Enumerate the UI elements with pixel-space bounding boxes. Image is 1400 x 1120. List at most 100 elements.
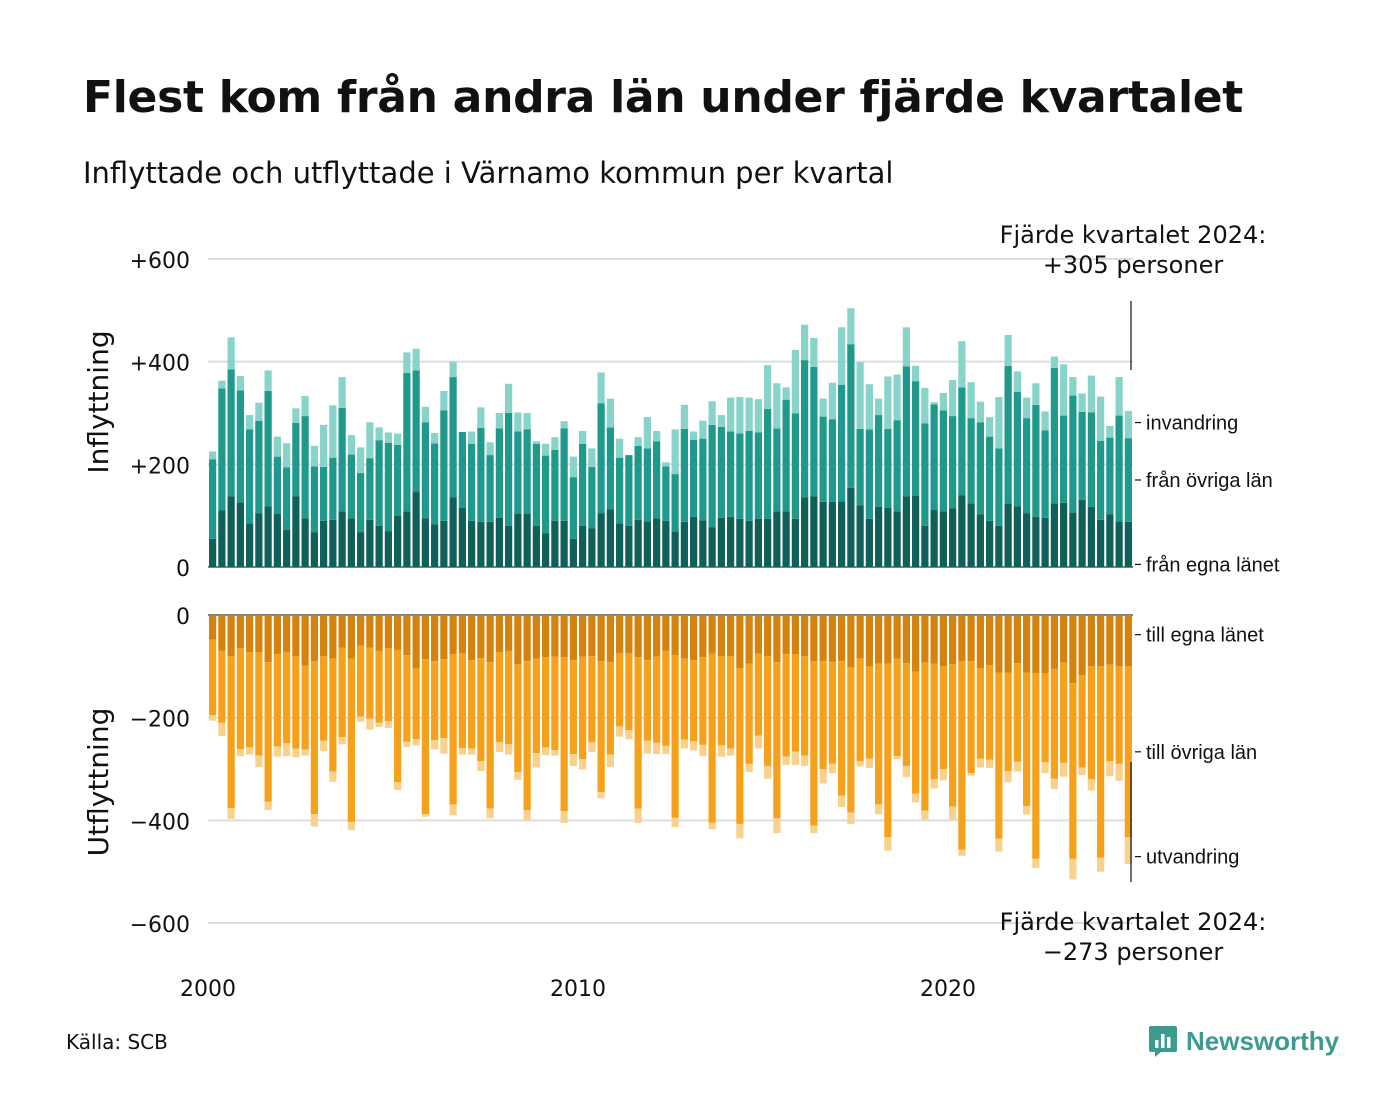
inflow-bar-segment xyxy=(227,369,235,497)
outflow-bar-segment xyxy=(662,745,670,755)
bar-chart-speech-bubble-icon xyxy=(1149,1026,1177,1057)
outflow-bar-segment xyxy=(264,615,272,663)
inflow-bar-segment xyxy=(421,406,429,423)
inflow-bar-segment xyxy=(366,519,374,567)
outflow-bar-segment xyxy=(449,654,457,805)
outflow-bar-segment xyxy=(431,615,439,662)
outflow-bar-segment xyxy=(421,659,429,815)
inflow-bar-segment xyxy=(847,487,855,567)
outflow-bar-segment xyxy=(1032,615,1040,674)
outflow-bar-segment xyxy=(754,615,762,654)
inflow-bar-segment xyxy=(431,524,439,567)
outflow-bar-segment xyxy=(764,615,772,657)
outflow-bar-segment xyxy=(1041,673,1049,763)
outflow-bar-segment xyxy=(939,666,947,769)
inflow-bar-segment xyxy=(440,390,448,411)
inflow-bar-segment xyxy=(1115,377,1123,416)
outflow-bar-segment xyxy=(1013,761,1021,772)
inflow-bar-segment xyxy=(1060,502,1068,567)
source-note: Källa: SCB xyxy=(66,1030,168,1054)
inflow-bar-segment xyxy=(209,459,217,539)
inflow-bar-segment xyxy=(745,397,753,431)
grid-layer xyxy=(208,258,1133,924)
inflow-bar-segment xyxy=(532,441,540,444)
outflow-bar-segment xyxy=(292,748,300,758)
outflow-bar-segment xyxy=(264,801,272,811)
inflow-bar-segment xyxy=(967,418,975,504)
outflow-bar-segment xyxy=(1041,615,1049,674)
inflow-bar-segment xyxy=(847,344,855,488)
outflow-bar-segment xyxy=(736,615,744,669)
inflow-bar-segment xyxy=(597,513,605,567)
outflow-bar-segment xyxy=(671,655,679,818)
outflow-bar-segment xyxy=(662,615,670,651)
outflow-bar-segment xyxy=(902,615,910,664)
inflow-bar-segment xyxy=(616,438,624,458)
outflow-bar-segment xyxy=(634,615,642,658)
outflow-bar-segment xyxy=(616,615,624,653)
outflow-bar-segment xyxy=(412,668,420,740)
outflow-bar-segment xyxy=(884,837,892,851)
inflow-bar-segment xyxy=(606,398,614,428)
inflow-bar-segment xyxy=(505,525,513,567)
outflow-bar-segment xyxy=(995,838,1003,852)
inflow-bar-segment xyxy=(273,436,281,457)
outflow-bar-segment xyxy=(782,756,790,765)
outflow-bar-segment xyxy=(366,718,374,730)
inflow-bar-segment xyxy=(320,520,328,567)
outflow-bar-segment xyxy=(227,615,235,657)
inflow-bar-segment xyxy=(625,455,633,526)
inflow-bar-segment xyxy=(532,525,540,567)
outflow-bar-segment xyxy=(394,615,402,650)
inflow-bar-segment xyxy=(995,448,1003,526)
inflow-bar-segment xyxy=(773,511,781,567)
inflow-bar-segment xyxy=(532,443,540,526)
outflow-bar-segment xyxy=(329,615,337,659)
inflow-bar-segment xyxy=(745,430,753,521)
inflow-bar-segment xyxy=(680,428,688,522)
outflow-bar-segment xyxy=(1050,778,1058,790)
inflow-bar-segment xyxy=(1106,425,1114,438)
inflow-bar-segment xyxy=(218,388,226,511)
outflow-bar-segment xyxy=(283,615,291,652)
inflow-bar-segment xyxy=(236,502,244,567)
inflow-bar-segment xyxy=(810,338,818,367)
outflow-bar-segment xyxy=(357,615,365,646)
inflow-bar-segment xyxy=(828,382,836,420)
outflow-bar-segment xyxy=(458,652,466,748)
inflow-bar-segment xyxy=(1004,334,1012,366)
outflow-bar-segment xyxy=(902,765,910,778)
inflow-bar-segment xyxy=(949,416,957,509)
outflow-bar-segment xyxy=(403,615,411,656)
inflow-bar-segment xyxy=(921,525,929,567)
inflow-bar-segment xyxy=(930,402,938,405)
brand-logo: Newsworthy xyxy=(1148,1024,1339,1058)
inflow-bar-segment xyxy=(227,337,235,370)
inflow-bar-segment xyxy=(1115,415,1123,522)
inflow-bar-segment xyxy=(569,477,577,539)
outflow-bar-segment xyxy=(273,746,281,757)
inflow-bar-segment xyxy=(1023,397,1031,419)
outflow-bar-segment xyxy=(949,664,957,807)
outflow-bar-segment xyxy=(218,722,226,737)
xtick-label: 2000 xyxy=(180,977,236,1002)
inflow-bar-segment xyxy=(1004,503,1012,567)
inflow-bar-segment xyxy=(976,422,984,515)
outflow-bar-segment xyxy=(255,755,263,767)
outflow-bar-segment xyxy=(819,769,827,784)
outflow-bar-segment xyxy=(930,779,938,789)
outflow-bar-segment xyxy=(310,814,318,827)
inflow-bar-segment xyxy=(569,456,577,478)
inflow-bar-segment xyxy=(690,516,698,567)
outflow-bar-segment xyxy=(1124,666,1132,838)
inflow-bar-segment xyxy=(468,443,476,521)
inflow-bar-segment xyxy=(588,528,596,567)
inflow-bar-segment xyxy=(930,404,938,511)
outflow-bar-segment xyxy=(560,811,568,823)
outflow-bar-segment xyxy=(514,772,522,780)
outflow-bar-segment xyxy=(569,754,577,766)
outflow-bar-segment xyxy=(1069,615,1077,684)
outflow-legend-label: utvandring xyxy=(1146,847,1239,869)
inflow-bar-segment xyxy=(514,513,522,567)
